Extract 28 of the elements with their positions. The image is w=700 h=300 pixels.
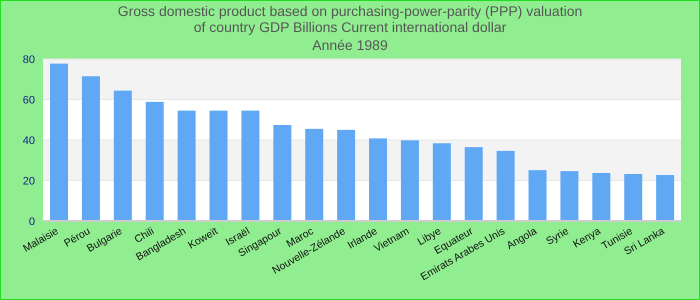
bar xyxy=(528,170,547,221)
y-tick-label: 0 xyxy=(28,216,35,228)
bar xyxy=(400,140,419,221)
bar xyxy=(273,125,292,221)
chart-subtitle: Année 1989 xyxy=(311,37,389,53)
bar xyxy=(656,175,674,221)
bar xyxy=(337,130,356,221)
chart-title: Gross domestic product based on purchasing-power-parity (PPP) valuation of country GDP Billions Current international dollar xyxy=(116,3,584,35)
bar xyxy=(178,110,196,221)
bar xyxy=(82,76,100,221)
bar xyxy=(50,64,68,221)
y-tick-label: 80 xyxy=(22,54,35,66)
y-tick-label: 20 xyxy=(22,175,35,188)
y-tick-label: 40 xyxy=(22,134,35,147)
bar xyxy=(114,90,132,221)
y-tick-label: 60 xyxy=(22,94,35,106)
bar xyxy=(496,150,515,221)
bar xyxy=(146,102,164,221)
bar xyxy=(369,138,388,221)
bar xyxy=(210,110,228,221)
bar xyxy=(305,128,324,221)
bar xyxy=(592,173,610,221)
bar xyxy=(560,171,578,221)
bar xyxy=(241,110,260,221)
x-tick-label: Syrie xyxy=(544,225,571,248)
bar xyxy=(432,143,451,221)
bar xyxy=(624,174,642,221)
bar xyxy=(464,147,483,221)
